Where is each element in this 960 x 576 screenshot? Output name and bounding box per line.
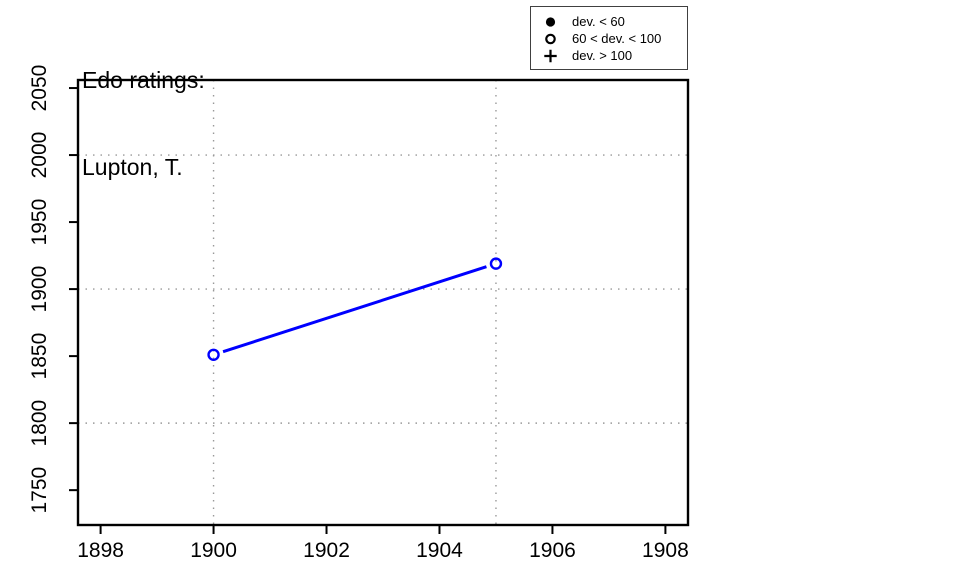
x-axis-tick-label: 1904 — [416, 539, 463, 562]
legend-label: dev. > 100 — [572, 47, 633, 63]
legend-box: dev. < 60 60 < dev. < 100 dev. > 100 — [530, 6, 688, 70]
rating-data-point — [489, 257, 503, 270]
rating-data-point — [207, 348, 220, 361]
plus-icon — [544, 49, 557, 62]
y-axis-tick-label: 2050 — [28, 65, 51, 112]
y-axis-tick-label: 1900 — [28, 266, 51, 313]
y-axis-tick-label: 1850 — [28, 333, 51, 380]
plot-subtitle: Lupton, T. — [82, 154, 183, 180]
plot-border — [76, 78, 690, 527]
legend-item-dev-lt-60: dev. < 60 — [537, 13, 687, 30]
x-axis-tick-label: 1906 — [529, 539, 576, 562]
filled-circle-icon — [545, 16, 556, 27]
legend-label: dev. < 60 — [572, 13, 625, 29]
y-axis-tick-label: 2000 — [28, 132, 51, 179]
legend-label: 60 < dev. < 100 — [572, 30, 662, 46]
y-axis-tick-label: 1750 — [28, 467, 51, 514]
legend-item-dev-60-100: 60 < dev. < 100 — [537, 30, 687, 47]
y-axis-tick-label: 1950 — [28, 199, 51, 246]
rating-line-segment — [222, 265, 487, 354]
x-axis-tick-label: 1900 — [190, 539, 237, 562]
legend-item-dev-gt-100: dev. > 100 — [537, 47, 687, 64]
y-axis-tick-label: 1800 — [28, 400, 51, 447]
x-axis-tick-label: 1902 — [303, 539, 350, 562]
open-circle-icon — [545, 33, 556, 44]
x-axis-tick-label: 1908 — [642, 539, 689, 562]
x-axis-tick-label: 1898 — [77, 539, 124, 562]
